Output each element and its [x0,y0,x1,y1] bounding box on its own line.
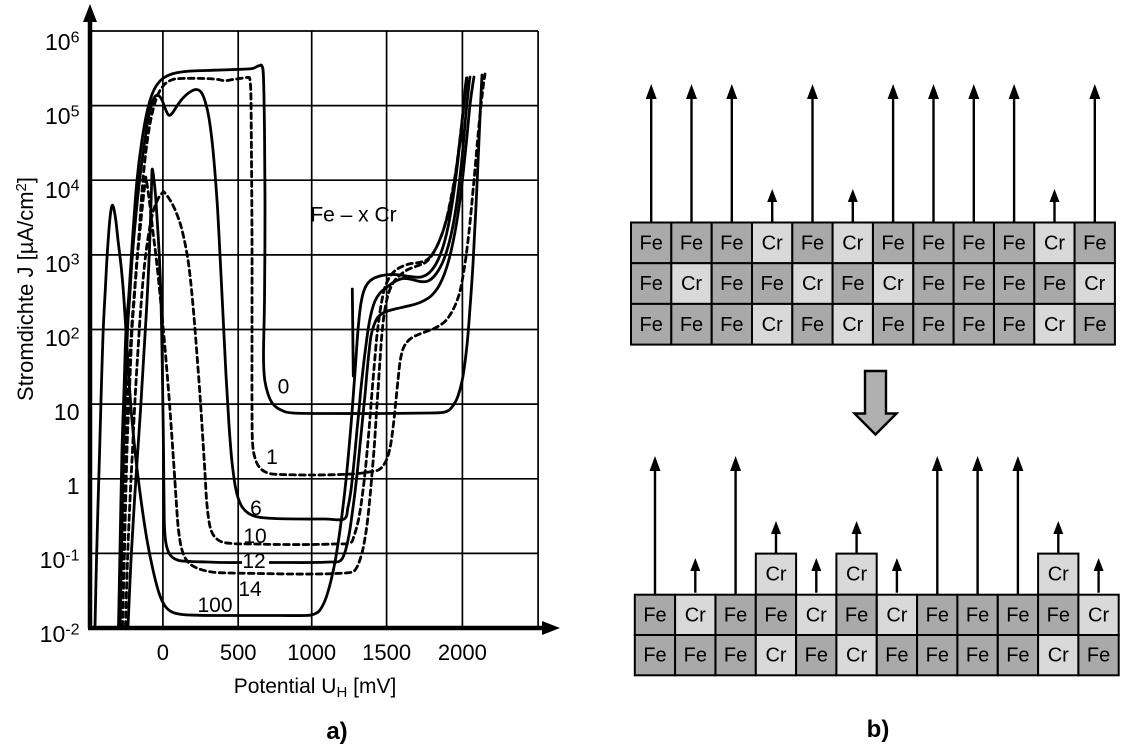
svg-text:Fe: Fe [1087,645,1110,667]
svg-text:Fe: Fe [1083,314,1106,336]
svg-text:Cr: Cr [1084,273,1105,295]
svg-text:Fe: Fe [724,645,747,667]
svg-text:Stromdichte J [µA/cm2]: Stromdichte J [µA/cm2] [13,177,38,401]
svg-text:12: 12 [242,550,265,573]
svg-text:1: 1 [266,446,278,469]
svg-text:Cr: Cr [1088,604,1109,626]
svg-text:Cr: Cr [883,273,904,295]
svg-text:Cr: Cr [1048,645,1069,667]
svg-text:Fe: Fe [805,645,828,667]
svg-text:Fe: Fe [1002,314,1025,336]
svg-text:Cr: Cr [842,232,863,254]
svg-text:Fe: Fe [962,314,985,336]
svg-text:Cr: Cr [1048,564,1069,586]
svg-text:Cr: Cr [806,604,827,626]
svg-text:Fe: Fe [764,604,787,626]
svg-text:Fe – x Cr: Fe – x Cr [310,204,396,227]
svg-text:Cr: Cr [846,564,867,586]
svg-text:Fe: Fe [841,273,864,295]
svg-text:Fe: Fe [926,604,949,626]
svg-text:100: 100 [197,594,232,617]
svg-text:Fe: Fe [724,604,747,626]
svg-text:Fe: Fe [680,232,703,254]
svg-text:500: 500 [220,640,257,665]
svg-text:Fe: Fe [640,273,663,295]
svg-text:10: 10 [54,399,80,425]
svg-text:0: 0 [157,640,169,665]
svg-text:Fe: Fe [885,645,908,667]
svg-text:Fe: Fe [881,232,904,254]
svg-text:Cr: Cr [1044,232,1065,254]
svg-text:1: 1 [67,473,80,499]
svg-text:Fe: Fe [966,645,989,667]
svg-text:Potential UH [mV]: Potential UH [mV] [234,675,397,701]
svg-text:Fe: Fe [684,645,707,667]
svg-text:6: 6 [250,497,262,520]
svg-text:Fe: Fe [801,314,824,336]
svg-text:Fe: Fe [1043,273,1066,295]
svg-text:Cr: Cr [762,314,783,336]
svg-text:Fe: Fe [640,314,663,336]
svg-text:Cr: Cr [1044,314,1065,336]
svg-text:Cr: Cr [802,273,823,295]
svg-text:Fe: Fe [680,314,703,336]
svg-text:b): b) [867,716,890,743]
svg-text:Fe: Fe [1083,232,1106,254]
svg-text:Fe: Fe [801,232,824,254]
svg-text:Cr: Cr [846,645,867,667]
svg-text:Fe: Fe [720,273,743,295]
svg-text:Fe: Fe [922,314,945,336]
svg-text:Cr: Cr [681,273,702,295]
svg-text:Cr: Cr [685,604,706,626]
svg-text:Fe: Fe [1002,232,1025,254]
svg-text:1000: 1000 [287,640,336,665]
svg-text:Fe: Fe [845,604,868,626]
svg-text:Fe: Fe [720,232,743,254]
svg-text:Fe: Fe [1006,645,1029,667]
svg-text:14: 14 [238,578,262,601]
svg-text:10: 10 [243,525,266,548]
svg-text:Cr: Cr [765,564,786,586]
svg-text:Fe: Fe [962,273,985,295]
svg-text:Fe: Fe [926,645,949,667]
svg-text:Fe: Fe [966,604,989,626]
svg-text:Fe: Fe [1006,604,1029,626]
svg-text:Fe: Fe [962,232,985,254]
svg-text:Fe: Fe [640,232,663,254]
svg-text:Fe: Fe [643,604,666,626]
svg-text:Cr: Cr [765,645,786,667]
svg-text:0: 0 [278,376,290,399]
svg-text:Fe: Fe [881,314,904,336]
svg-text:Fe: Fe [922,273,945,295]
svg-text:Fe: Fe [1002,273,1025,295]
svg-text:1500: 1500 [362,640,411,665]
svg-text:2000: 2000 [438,640,487,665]
svg-text:Fe: Fe [1047,604,1070,626]
svg-text:Cr: Cr [762,232,783,254]
svg-text:Cr: Cr [842,314,863,336]
svg-text:Fe: Fe [761,273,784,295]
svg-text:Cr: Cr [886,604,907,626]
svg-text:Fe: Fe [643,645,666,667]
svg-text:Fe: Fe [720,314,743,336]
svg-text:a): a) [326,718,347,745]
svg-text:10-1: 10-1 [40,547,80,573]
svg-text:Fe: Fe [922,232,945,254]
